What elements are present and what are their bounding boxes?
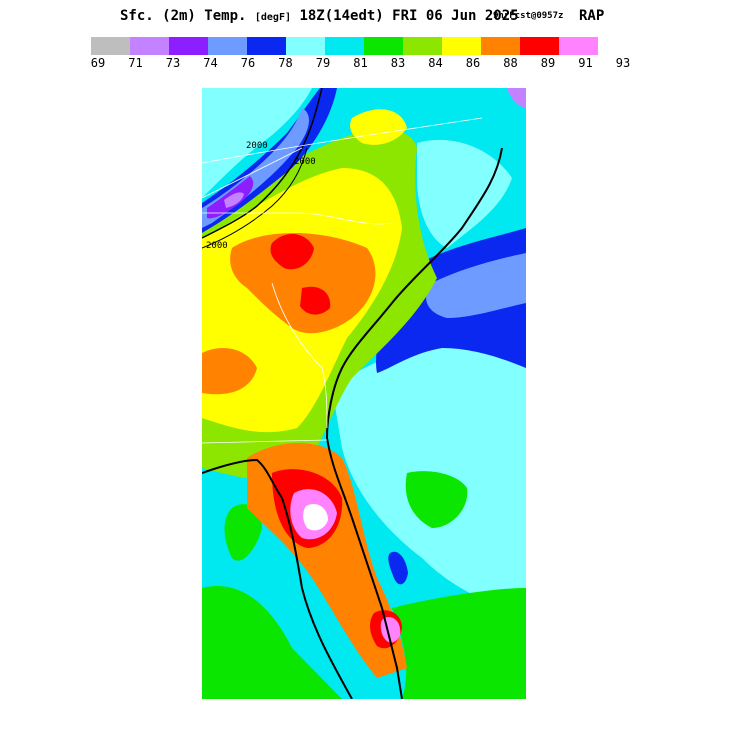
legend-swatch (130, 37, 169, 55)
legend-tick-label: 83 (390, 56, 406, 70)
field-81-keys (392, 588, 526, 699)
legend-tick-label: 74 (203, 56, 218, 70)
legend-tick-label: 73 (165, 56, 181, 70)
coastline (325, 147, 503, 699)
legend-swatch (481, 37, 520, 55)
legend-tick-labels: 69 71 73 74 76 78 79 81 83 84 86 88 89 91 93 (0, 56, 729, 72)
legend-swatch (325, 37, 364, 55)
field-78-offshore (332, 318, 526, 608)
legend-tick-label: 71 (128, 56, 143, 70)
title-model: RAP (579, 8, 605, 24)
title-field: Sfc. (2m) Temp. (120, 8, 247, 24)
legend-tick-label: 86 (465, 56, 481, 70)
legend-tick-label: 81 (353, 56, 368, 70)
legend-swatch (247, 37, 286, 55)
appalachian-contour (202, 88, 323, 239)
color-legend (91, 37, 598, 55)
legend-swatch (520, 37, 559, 55)
legend-swatch (286, 37, 325, 55)
field-88-east (300, 286, 331, 315)
field-78-north (202, 88, 312, 198)
field-74-offshore (426, 253, 526, 318)
field-81-island (405, 471, 468, 528)
contour-label: 2000 (294, 157, 316, 167)
title-valid-time: 18Z(14edt) FRI 06 Jun 2025 (299, 8, 519, 24)
field-78-carolina (417, 139, 512, 248)
field-86-inland (230, 233, 376, 334)
field-71-corner (507, 88, 526, 108)
legend-tick-label: 88 (503, 56, 518, 70)
gulf-coastline (202, 458, 353, 699)
field-88-north (270, 233, 314, 270)
contour-label: 2000 (246, 141, 268, 151)
field-91-florida (303, 503, 328, 531)
legend-swatch (559, 37, 598, 55)
legend-swatch (442, 37, 481, 55)
state-borders (202, 117, 483, 444)
field-76-small (388, 551, 408, 585)
legend-swatch (364, 37, 403, 55)
temperature-map: 2000 2000 2000 (202, 88, 526, 699)
legend-tick-label: 79 (315, 56, 331, 70)
field-81-south (202, 586, 342, 699)
contour-label: 2000 (206, 241, 228, 251)
field-86-west (202, 348, 257, 395)
legend-swatch (169, 37, 208, 55)
legend-swatch (208, 37, 247, 55)
field-81-gulf (224, 504, 262, 561)
field-71-mountains (224, 192, 244, 208)
title-units: [degF] (254, 12, 291, 23)
legend-swatch (91, 37, 130, 55)
chart-title: Sfc. (2m) Temp. [degF] 18Z(14edt) FRI 06… (0, 8, 729, 28)
legend-swatch (403, 37, 442, 55)
contour-2000 (202, 147, 308, 249)
legend-tick-label: 78 (278, 56, 293, 70)
map-svg: 2000 2000 2000 (202, 88, 526, 699)
legend-tick-label: 89 (540, 56, 556, 70)
legend-tick-label: 69 (90, 56, 106, 70)
title-forecast-run: 9hrFcst@0957z (493, 11, 564, 21)
legend-tick-label: 84 (428, 56, 443, 70)
legend-tick-label: 93 (615, 56, 631, 70)
legend-tick-label: 91 (578, 56, 593, 70)
legend-tick-label: 76 (240, 56, 256, 70)
